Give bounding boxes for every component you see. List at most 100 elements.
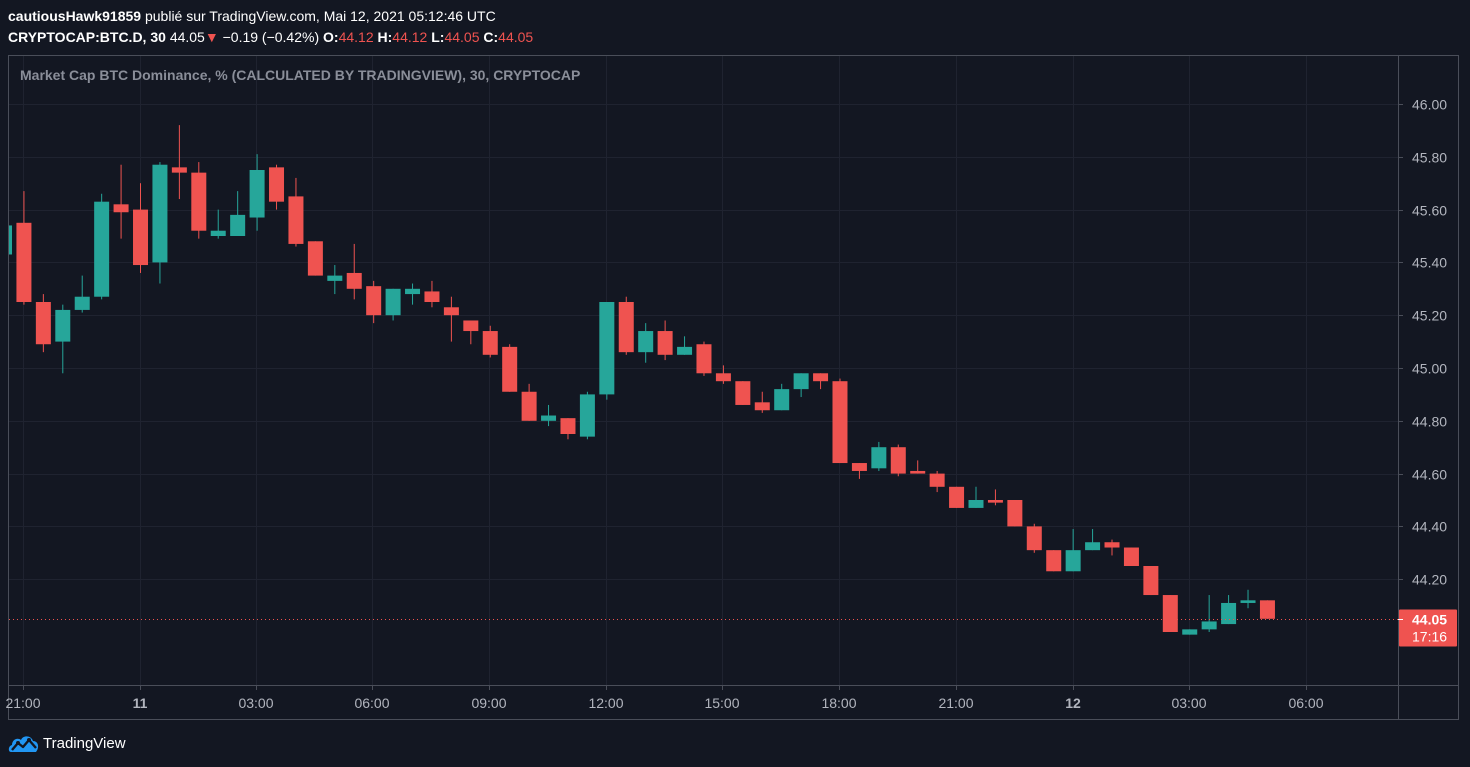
candle-down[interactable]: [910, 470, 926, 474]
candle-down[interactable]: [16, 222, 32, 302]
high-value: 44.12: [392, 29, 428, 45]
tradingview-brand: TradingView: [8, 733, 126, 753]
x-axis-label: 21:00: [5, 695, 40, 711]
candle-down[interactable]: [813, 373, 829, 382]
candle-up[interactable]: [1201, 621, 1217, 630]
candle-down[interactable]: [949, 486, 965, 508]
candle-down[interactable]: [754, 402, 770, 411]
candle-down[interactable]: [443, 307, 459, 316]
y-axis-label: 45.40: [1412, 255, 1447, 271]
high-label: H:: [377, 29, 393, 45]
published-text: publié sur TradingView.com, Mai 12, 2021…: [144, 8, 496, 24]
candle-up[interactable]: [599, 302, 615, 395]
candle-up[interactable]: [249, 170, 265, 218]
candle-up[interactable]: [579, 394, 595, 437]
x-axis-label: 03:00: [1171, 695, 1206, 711]
chart-frame: [8, 55, 1459, 720]
candle-down[interactable]: [35, 302, 51, 345]
candle-down[interactable]: [307, 241, 323, 276]
symbol-label: CRYPTOCAP:BTC.D, 30: [8, 29, 166, 45]
candle-up[interactable]: [230, 214, 246, 236]
candle-down[interactable]: [1026, 526, 1042, 551]
open-label: O:: [323, 29, 339, 45]
candle-up[interactable]: [327, 275, 343, 281]
candle-up[interactable]: [1221, 602, 1237, 625]
low-label: L:: [431, 29, 445, 45]
candle-down[interactable]: [696, 344, 712, 374]
candle-down[interactable]: [1104, 542, 1120, 548]
x-axis-label: 06:00: [354, 695, 389, 711]
candle-up[interactable]: [1182, 629, 1198, 635]
candle-down[interactable]: [618, 302, 634, 353]
candle-down[interactable]: [1123, 547, 1139, 566]
candle-down[interactable]: [521, 391, 537, 421]
candle-down[interactable]: [171, 167, 187, 173]
candle-up[interactable]: [74, 296, 90, 310]
candle-up[interactable]: [1240, 600, 1256, 603]
candle-up[interactable]: [0, 225, 12, 255]
last-price-badge: [1399, 609, 1457, 647]
x-axis-label: 06:00: [1288, 695, 1323, 711]
candle-down[interactable]: [191, 172, 207, 231]
candle-down[interactable]: [657, 331, 673, 355]
candle-down[interactable]: [366, 286, 382, 316]
candle-down[interactable]: [1162, 595, 1178, 632]
y-axis-label: 46.00: [1412, 97, 1447, 113]
candle-down[interactable]: [463, 320, 479, 332]
candle-down[interactable]: [715, 373, 731, 382]
bar-countdown: 17:16: [1412, 629, 1447, 645]
tradingview-logo-icon: [8, 736, 39, 752]
candle-down[interactable]: [987, 500, 1003, 503]
candle-down[interactable]: [851, 463, 867, 471]
candle-up[interactable]: [152, 164, 168, 263]
x-axis-label: 09:00: [471, 695, 506, 711]
candle-down[interactable]: [133, 209, 149, 266]
candle-down[interactable]: [1143, 566, 1159, 596]
x-axis-label: 21:00: [938, 695, 973, 711]
candle-up[interactable]: [541, 415, 557, 421]
candle-up[interactable]: [638, 331, 654, 353]
open-value: 44.12: [338, 29, 374, 45]
candle-down[interactable]: [929, 473, 945, 487]
y-axis-label: 45.60: [1412, 203, 1447, 219]
publish-line: cautiousHawk91859 publié sur TradingView…: [8, 6, 533, 27]
y-axis-label: 44.60: [1412, 467, 1447, 483]
series-legend-title: Market Cap BTC Dominance, % (CALCULATED …: [20, 67, 581, 83]
candle-up[interactable]: [385, 288, 401, 316]
candle-down[interactable]: [502, 346, 518, 392]
candle-up[interactable]: [94, 201, 110, 297]
candle-down[interactable]: [560, 418, 576, 434]
candle-down[interactable]: [288, 196, 304, 244]
candle-up[interactable]: [871, 447, 887, 469]
candle-down[interactable]: [832, 381, 848, 464]
y-axis-label: 44.80: [1412, 414, 1447, 430]
candle-down[interactable]: [1007, 500, 1023, 527]
down-arrow-icon: ▼: [204, 29, 219, 45]
ohlc-line: CRYPTOCAP:BTC.D, 30 44.05▼ −0.19 (−0.42%…: [8, 27, 533, 48]
candle-up[interactable]: [968, 500, 984, 508]
candle-down[interactable]: [482, 331, 498, 355]
x-axis-label: 11: [133, 695, 148, 711]
candle-up[interactable]: [793, 373, 809, 390]
y-axis-label: 45.80: [1412, 150, 1447, 166]
candle-down[interactable]: [113, 204, 129, 213]
candle-up[interactable]: [405, 288, 421, 295]
author-name[interactable]: cautiousHawk91859: [8, 8, 142, 24]
price-change: −0.19 (−0.42%): [222, 29, 320, 45]
candle-down[interactable]: [269, 167, 285, 202]
candle-up[interactable]: [1085, 542, 1101, 551]
candle-down[interactable]: [346, 272, 362, 289]
candle-down[interactable]: [424, 291, 440, 302]
candle-down[interactable]: [735, 381, 751, 405]
candle-up[interactable]: [55, 309, 71, 342]
candle-down[interactable]: [1259, 600, 1275, 619]
candle-up[interactable]: [677, 346, 693, 355]
candle-up[interactable]: [1065, 550, 1081, 572]
candle-down[interactable]: [890, 447, 906, 474]
candle-up[interactable]: [210, 230, 226, 236]
y-axis-label: 44.20: [1412, 572, 1447, 588]
y-axis-label: 44.40: [1412, 519, 1447, 535]
candle-up[interactable]: [774, 389, 790, 411]
candle-down[interactable]: [1046, 550, 1062, 572]
